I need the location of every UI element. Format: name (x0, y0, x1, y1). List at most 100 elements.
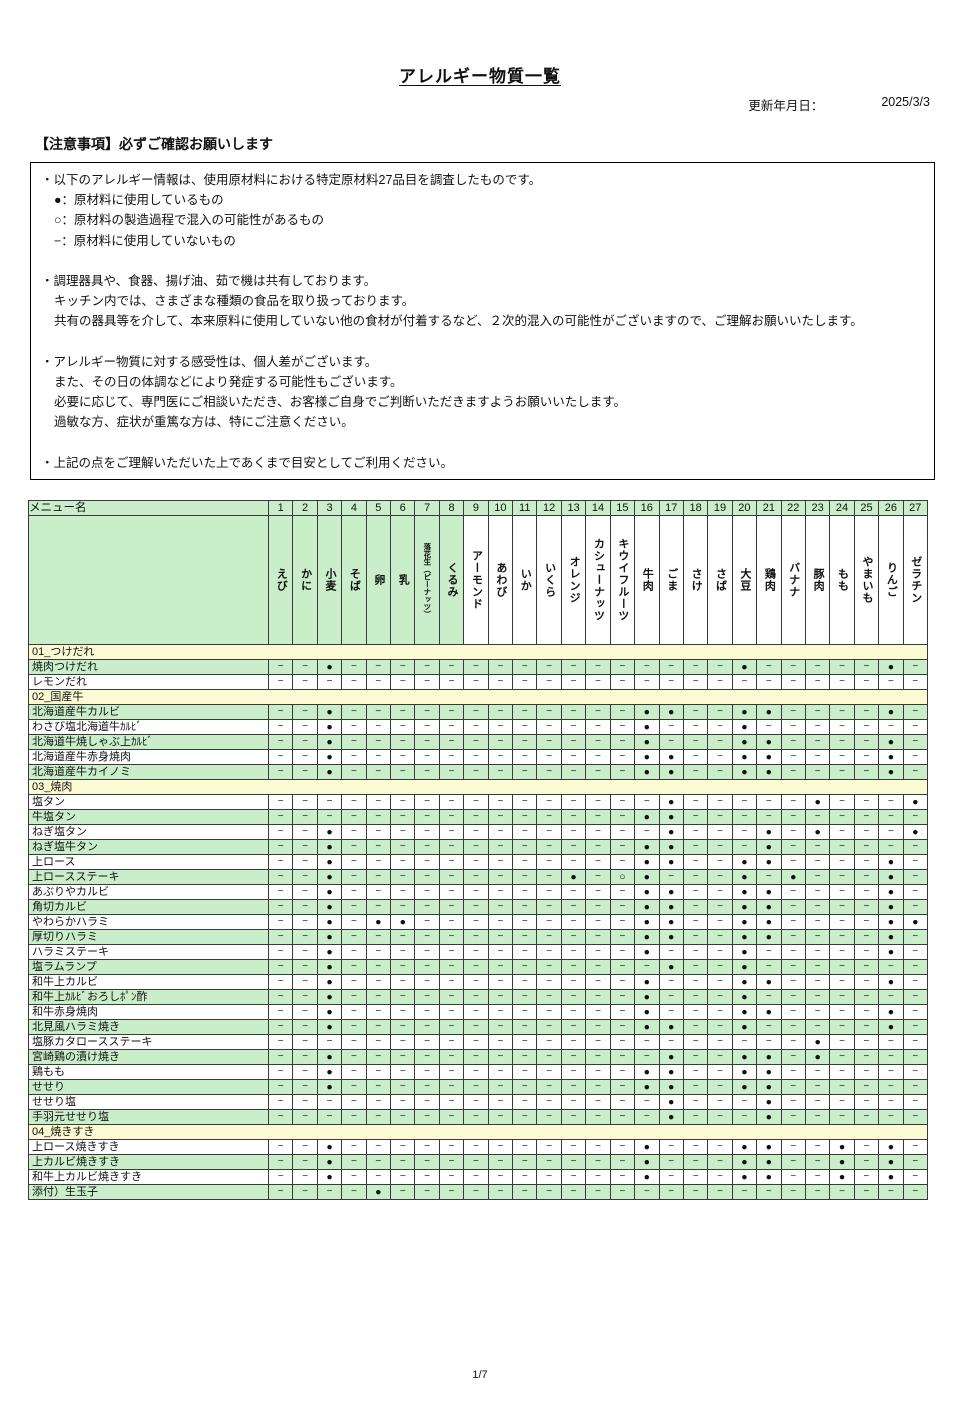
allergen-cell: ● (731, 929, 758, 946)
allergen-cell: ● (634, 839, 660, 856)
allergen-cell: − (560, 749, 587, 766)
allergen-cell: − (365, 959, 392, 976)
allergen-cell: − (487, 839, 514, 856)
allergen-cell: − (853, 839, 880, 856)
allergen-cell: ● (658, 1049, 684, 1066)
allergen-cell: − (414, 1004, 440, 1021)
allergen-cell: − (682, 899, 709, 916)
allergen-cell: − (878, 1094, 904, 1111)
allergen-cell: − (609, 944, 636, 961)
table-row: ねぎ塩牛タン − − ● − − − − − − − − − − − − ● ● − − − ● − − − − − − (28, 839, 929, 856)
menu-name-cell: 和牛上ｶﾙﾋﾞおろしﾎﾟﾝ酢 (28, 989, 269, 1006)
allergen-cell: − (487, 1064, 514, 1081)
allergen-cell: − (707, 1079, 733, 1096)
allergen-cell: − (292, 764, 318, 781)
notice-box: ・以下のアレルギー情報は、使用原材料における特定原材料27品目を調査したものです… (30, 162, 935, 481)
allergen-cell: − (341, 1184, 367, 1201)
allergen-cell: − (780, 1094, 806, 1111)
table-row: 鶏もも − − ● − − − − − − − − − − − − ● ● − − ● ● − − − − − − (28, 1064, 929, 1081)
allergen-cell: − (341, 809, 367, 826)
allergen-cell: − (560, 1169, 587, 1186)
allergen-cell: − (585, 674, 611, 691)
allergen-cell: − (609, 884, 636, 901)
allergen-cell: − (292, 1034, 318, 1051)
table-row: 塩ラムランプ − − ● − − − − − − − − − − − − − ● − − ● − − − − − − − (28, 959, 929, 976)
allergen-cell: ● (804, 1049, 831, 1066)
allergen-cell: − (804, 914, 831, 931)
menu-name-cell: 上ロース焼きすき (28, 1139, 269, 1156)
allergen-cell: ● (756, 1139, 782, 1156)
allergen-name-wrap: さけ (684, 517, 706, 644)
allergen-cell: − (804, 974, 831, 991)
allergen-cell: − (463, 794, 489, 811)
allergen-cell: − (707, 1154, 733, 1171)
allergen-cell: − (682, 914, 709, 931)
allergen-cell: − (292, 854, 318, 871)
allergen-cell: − (829, 1034, 855, 1051)
allergen-cell: − (267, 884, 294, 901)
allergen-name: ごま (658, 515, 684, 646)
allergen-cell: ● (756, 734, 782, 751)
allergen-cell: − (902, 704, 929, 721)
allergen-cell: − (341, 974, 367, 991)
allergen-cell: − (267, 839, 294, 856)
allergen-cell: ● (634, 734, 660, 751)
allergen-cell: ● (731, 1049, 758, 1066)
allergen-cell: − (267, 1139, 294, 1156)
allergen-cell: ● (756, 1109, 782, 1126)
allergen-cell: ● (634, 1004, 660, 1021)
allergen-cell: − (829, 899, 855, 916)
allergen-name-text: カシューナッツ (592, 538, 605, 623)
menu-name-cell: 厚切りハラミ (28, 929, 269, 946)
allergen-cell: − (487, 1019, 514, 1036)
allergen-cell: − (536, 839, 562, 856)
allergen-cell: ● (316, 1079, 343, 1096)
allergen-name: 大豆 (731, 515, 758, 646)
allergen-cell: ● (731, 764, 758, 781)
allergen-cell: − (585, 1094, 611, 1111)
allergen-cell: − (609, 1109, 636, 1126)
notice-title: 【注意事項】必ずご確認お願いします (35, 136, 273, 152)
allergen-cell: − (560, 734, 587, 751)
allergen-cell: − (560, 659, 587, 676)
allergen-cell: − (390, 929, 416, 946)
menu-name-cell: 北海道産牛カルビ (28, 704, 269, 721)
allergen-cell: − (512, 1079, 538, 1096)
allergen-cell: − (438, 764, 465, 781)
allergen-cell: − (267, 1064, 294, 1081)
allergen-cell: − (292, 1109, 318, 1126)
allergen-cell: ● (316, 989, 343, 1006)
allergen-cell: ● (731, 854, 758, 871)
allergen-cell: − (487, 1169, 514, 1186)
allergen-cell: − (536, 734, 562, 751)
allergen-cell: − (780, 944, 806, 961)
allergen-cell: − (390, 1094, 416, 1111)
allergen-cell: − (878, 1184, 904, 1201)
allergen-cell: − (267, 974, 294, 991)
allergen-cell: − (292, 944, 318, 961)
allergen-cell: − (512, 749, 538, 766)
allergen-cell: − (414, 764, 440, 781)
allergen-cell: ● (634, 944, 660, 961)
allergen-cell: ● (316, 659, 343, 676)
allergen-cell: − (853, 1169, 880, 1186)
allergen-cell: − (463, 1154, 489, 1171)
menu-name-cell: 北海道牛焼しゃぶ上ｶﾙﾋﾞ (28, 734, 269, 751)
table-row: 北海道牛焼しゃぶ上ｶﾙﾋﾞ − − ● − − − − − − − − − − − − ● − − − ● ● − − − − ● − (28, 734, 929, 751)
allergen-cell: − (292, 1019, 318, 1036)
allergen-cell: − (878, 1034, 904, 1051)
allergen-name-text: 豚肉 (812, 568, 825, 593)
table-body: 01_つけだれ 焼肉つけだれ − − ● − − − − − − − − − − − − − − − − ● − − − − − ● −… (28, 644, 929, 1201)
section-title: 04_焼きすき (28, 1124, 928, 1141)
table-row: 北見風ハラミ焼き − − ● − − − − − − − − − − − − ● ● − − ● − − − − − ● − (28, 1019, 929, 1036)
allergen-cell: − (707, 659, 733, 676)
allergen-cell: − (878, 1064, 904, 1081)
allergen-number: 6 (390, 500, 416, 517)
allergen-cell: − (292, 1079, 318, 1096)
allergen-cell: − (390, 1034, 416, 1051)
allergen-cell: ● (902, 914, 929, 931)
menu-name-cell: 和牛赤身焼肉 (28, 1004, 269, 1021)
allergen-name-text: えび (275, 568, 288, 593)
section-header-row: 03_焼肉 (28, 779, 928, 796)
allergen-cell: − (536, 719, 562, 736)
